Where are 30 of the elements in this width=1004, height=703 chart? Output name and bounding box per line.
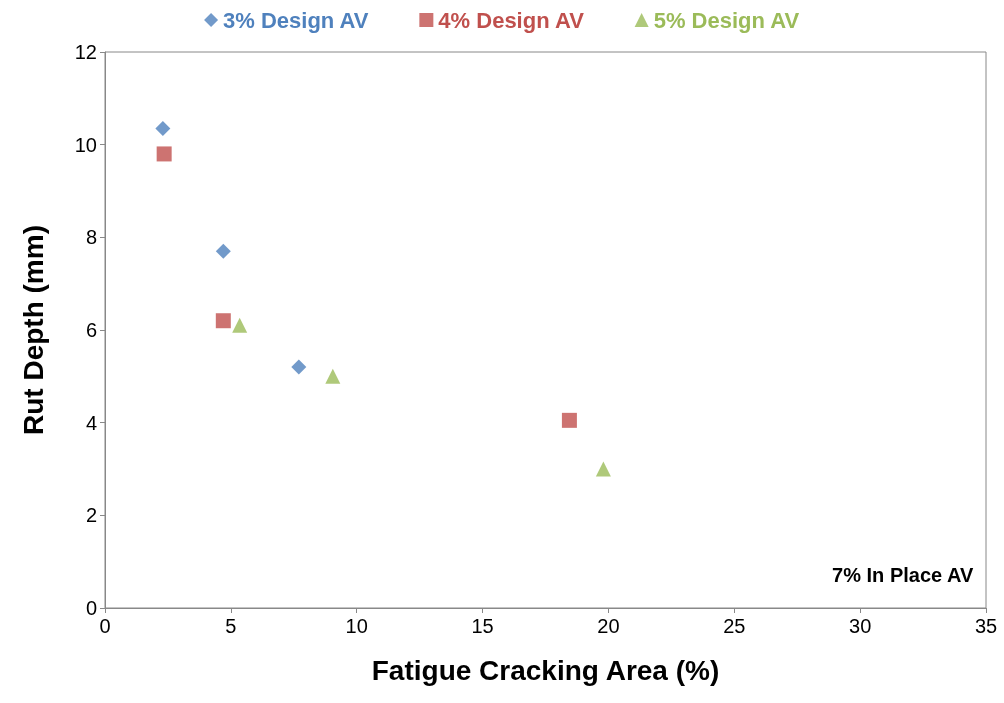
annotation: 7% In Place AV xyxy=(832,564,974,586)
x-tick-label: 0 xyxy=(99,615,111,637)
point xyxy=(232,317,248,333)
legend-label: 5% Design AV xyxy=(653,7,800,33)
x-tick-label: 25 xyxy=(723,615,746,637)
y-tick-label: 6 xyxy=(85,319,97,341)
y-tick-label: 0 xyxy=(85,597,97,619)
x-tick-label: 5 xyxy=(225,615,237,637)
y-tick-label: 12 xyxy=(74,41,97,63)
y-tick-label: 4 xyxy=(85,411,97,434)
point xyxy=(156,146,172,162)
x-tick-label: 35 xyxy=(974,615,998,637)
x-tick-label: 15 xyxy=(471,615,494,637)
y-tick-label: 10 xyxy=(74,133,97,156)
x-tick-label: 30 xyxy=(849,615,872,637)
legend-label: 3% Design AV xyxy=(223,7,369,33)
y-tick-label: 2 xyxy=(85,504,97,527)
point xyxy=(291,359,307,375)
point xyxy=(215,313,231,329)
point xyxy=(325,368,341,384)
point xyxy=(155,120,171,136)
y-tick-label: 8 xyxy=(85,226,97,249)
x-tick-label: 20 xyxy=(597,615,620,637)
point xyxy=(561,412,577,428)
x-axis-title: Fatigue Cracking Area (%) xyxy=(371,654,720,686)
y-axis-title: Rut Depth (mm) xyxy=(17,225,49,435)
point xyxy=(595,461,611,477)
legend-label: 4% Design AV xyxy=(438,7,585,33)
point xyxy=(215,243,231,259)
x-tick-label: 10 xyxy=(345,615,368,637)
